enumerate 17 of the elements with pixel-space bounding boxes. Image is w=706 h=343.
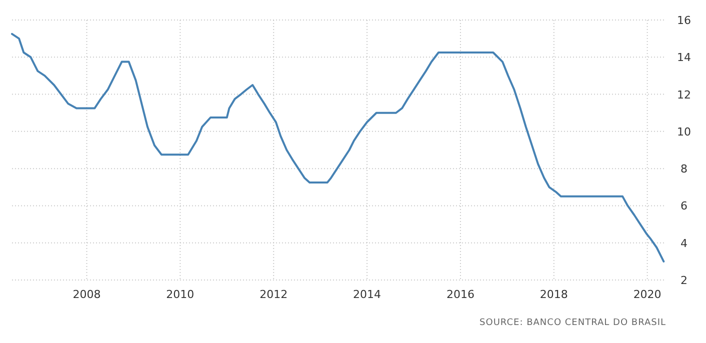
- x-tick-label: 2012: [260, 288, 288, 301]
- x-tick-label: 2010: [166, 288, 194, 301]
- x-tick-label: 2016: [446, 288, 474, 301]
- source-note: SOURCE: BANCO CENTRAL DO BRASIL: [480, 318, 666, 328]
- y-tick-label: 8: [680, 162, 688, 176]
- y-tick-label: 12: [677, 88, 691, 102]
- y-tick-label: 10: [677, 125, 691, 138]
- y-tick-label: 16: [677, 14, 691, 27]
- y-tick-label: 4: [680, 236, 688, 250]
- x-tick-label: 2018: [540, 288, 568, 301]
- y-tick-label: 2: [680, 274, 688, 287]
- x-tick-label: 2014: [353, 288, 382, 301]
- y-tick-label: 6: [680, 200, 688, 213]
- x-tick-label: 2020: [633, 288, 662, 301]
- y-tick-label: 14: [677, 51, 691, 64]
- line-series: [11, 32, 665, 262]
- x-tick-label: 2008: [72, 288, 101, 301]
